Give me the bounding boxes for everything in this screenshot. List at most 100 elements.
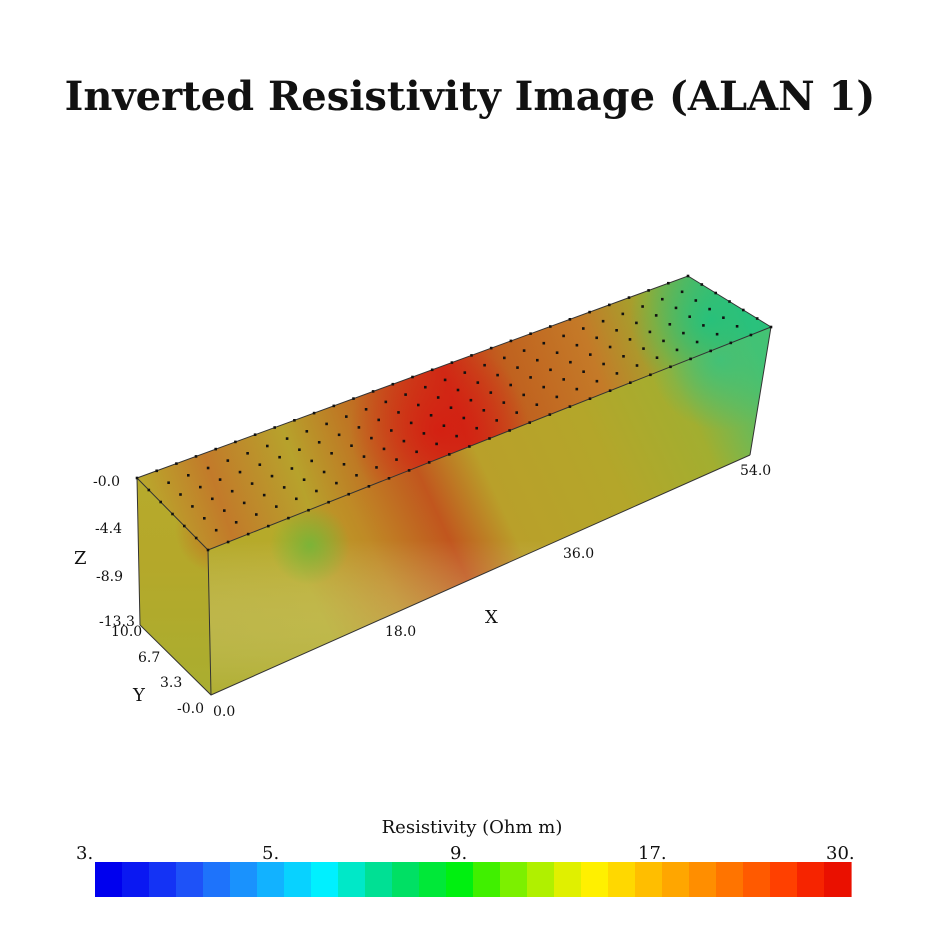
electrode-marker [686, 274, 690, 278]
electrode-marker [662, 339, 665, 343]
electrode-marker [214, 447, 217, 451]
electrode-marker [287, 516, 290, 520]
electrode-marker [728, 300, 731, 303]
electrode-marker [588, 397, 592, 400]
colorbar-swatch [338, 862, 366, 897]
electrode-marker [191, 505, 194, 508]
colorbar-swatch [446, 862, 474, 897]
colorbar: Resistivity (Ohm m) 3. 5. 9. 17. 30. [76, 817, 855, 897]
electrode-marker [415, 450, 418, 454]
electrode-marker [278, 455, 281, 459]
electrode-marker [362, 455, 366, 458]
electrode-marker [258, 463, 262, 466]
electrode-marker [357, 426, 361, 429]
electrode-marker [206, 466, 210, 470]
y-tick-1: 3.3 [160, 675, 182, 691]
electrode-marker [155, 469, 158, 473]
colorbar-swatch [176, 862, 204, 897]
electrode-marker [602, 362, 605, 366]
electrode-marker [475, 426, 478, 430]
electrode-marker [582, 327, 585, 330]
x-tick-2: 54.0 [740, 463, 771, 479]
electrode-marker [411, 375, 414, 379]
electrode-marker [568, 318, 572, 321]
colorbar-swatch [635, 862, 663, 897]
electrode-marker [409, 421, 413, 425]
electrode-marker [234, 521, 238, 524]
x-tick-1: 36.0 [563, 546, 594, 562]
electrode-marker [397, 411, 400, 414]
electrode-marker [456, 388, 460, 392]
electrode-marker [463, 371, 467, 374]
electrode-marker [503, 356, 506, 360]
electrode-marker [528, 421, 531, 424]
colorbar-swatch [365, 862, 393, 897]
electrode-grid [135, 274, 773, 552]
colorbar-swatch [689, 862, 717, 897]
electrode-marker [715, 332, 719, 336]
electrode-marker [689, 357, 692, 361]
colorbar-swatch [743, 862, 771, 897]
y-tick-0: -0.0 [177, 701, 204, 717]
electrode-marker [402, 439, 406, 443]
electrode-marker [722, 316, 725, 319]
electrode-marker [654, 314, 658, 317]
electrode-marker [246, 532, 250, 536]
electrode-marker [275, 505, 278, 508]
electrode-marker [669, 365, 672, 369]
electrode-marker [382, 447, 386, 451]
electrode-marker [218, 478, 222, 481]
electrode-marker [595, 336, 598, 340]
colorbar-swatch [581, 862, 609, 897]
electrode-marker [588, 310, 591, 314]
electrode-marker [488, 437, 491, 440]
z-tick-1: -4.4 [95, 521, 122, 537]
electrode-marker [641, 305, 644, 308]
block-front-vertical-edge [207, 549, 212, 696]
electrode-marker [708, 307, 711, 311]
electrode-marker [355, 474, 358, 477]
colorbar-swatch [797, 862, 825, 897]
electrode-marker [335, 481, 338, 485]
electrode-marker [635, 321, 638, 325]
colorbar-swatch [554, 862, 582, 897]
y-tick-3: 10.0 [111, 624, 142, 640]
colorbar-swatch [149, 862, 177, 897]
electrode-marker [608, 389, 612, 392]
electrode-marker [307, 508, 310, 512]
electrode-marker [595, 379, 599, 383]
electrode-marker [367, 485, 371, 488]
electrode-marker [315, 489, 318, 493]
electrode-marker [370, 436, 373, 440]
colorbar-label-0: 3. [76, 843, 93, 864]
electrode-marker [608, 345, 612, 349]
electrode-marker [674, 306, 678, 310]
electrode-marker [508, 429, 511, 432]
electrode-marker [769, 325, 773, 329]
y-axis-label: Y [132, 685, 146, 706]
electrode-marker [601, 319, 605, 323]
electrode-marker [179, 493, 182, 496]
electrode-marker [468, 445, 471, 448]
electrode-marker [293, 419, 296, 422]
electrode-marker [211, 497, 214, 501]
electrode-marker [496, 373, 499, 377]
electrode-marker [295, 497, 298, 501]
electrode-marker [347, 492, 350, 496]
electrode-marker [429, 414, 433, 417]
electrode-marker [555, 351, 559, 354]
electrode-marker [522, 393, 525, 397]
electrode-marker [680, 290, 684, 294]
y-tick-2: 6.7 [138, 650, 160, 666]
electrode-marker [667, 281, 670, 285]
electrode-marker [455, 434, 458, 438]
electrode-marker [270, 474, 274, 478]
electrode-marker [575, 343, 579, 347]
electrode-marker [250, 482, 254, 485]
electrode-marker [332, 404, 336, 408]
electrode-marker [246, 452, 249, 455]
electrode-marker [648, 330, 652, 334]
electrode-marker [194, 536, 198, 540]
electrode-marker [377, 418, 380, 422]
